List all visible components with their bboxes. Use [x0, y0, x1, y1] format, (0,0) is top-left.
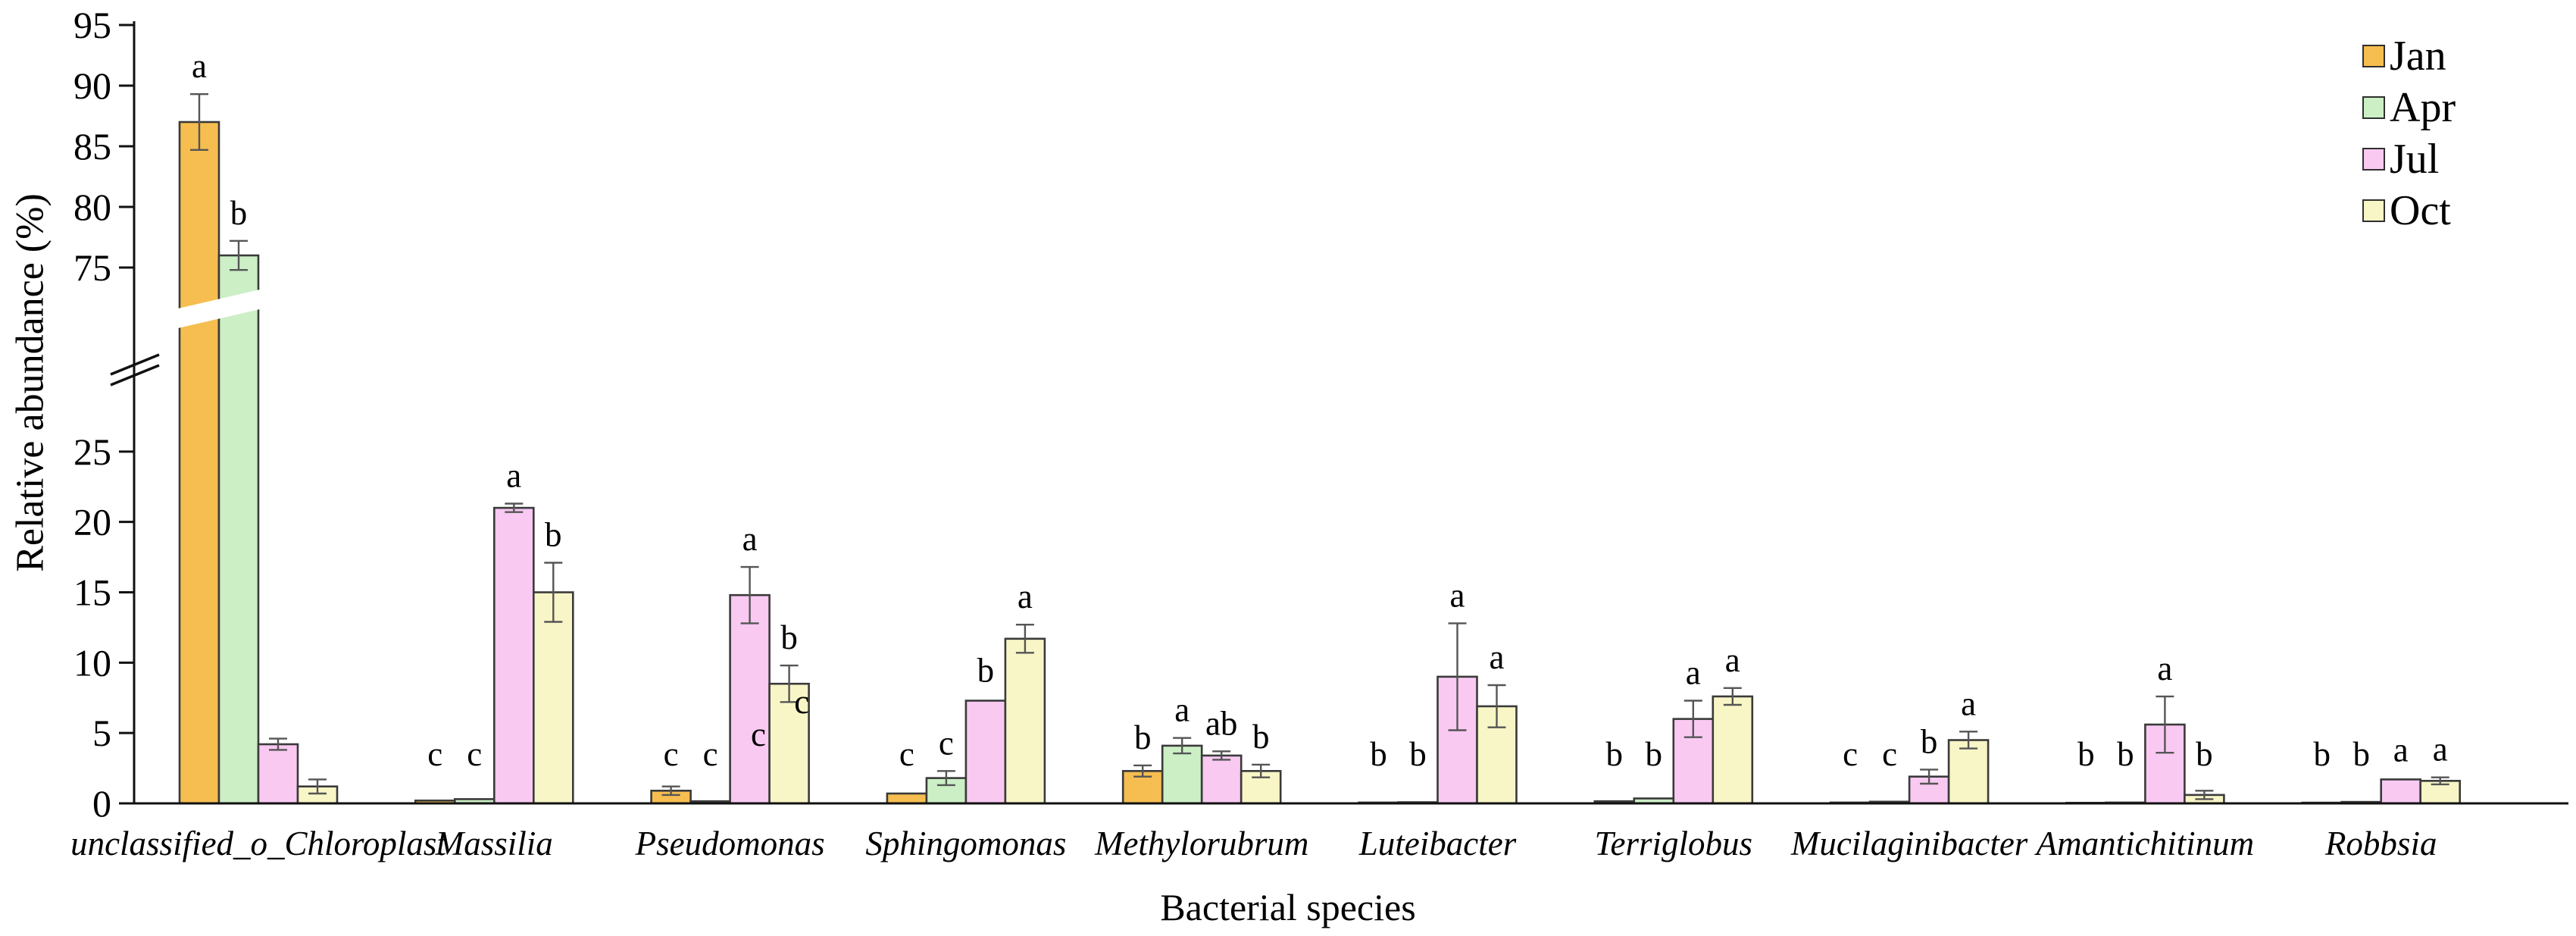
y-tick-label-25: 25	[73, 430, 111, 473]
sig-letter-Jan-Luteibacter: b	[1370, 735, 1387, 773]
bar-Oct-Mucilaginibacter	[1947, 739, 1990, 805]
bar-Jan-unclassified_o_Chloroplast	[178, 121, 220, 805]
sig-letter-Oct-Robbsia: a	[2433, 731, 2448, 769]
legend-item-jan: Jan	[2362, 30, 2456, 82]
legend-label-oct: Oct	[2390, 187, 2451, 234]
legend-swatch-apr	[2362, 96, 2385, 119]
sig-letter-Jan-unclassified_o_Chloroplast: a	[192, 47, 207, 85]
extra-sig-letter-1: c	[794, 683, 809, 721]
y-tick-label-90: 90	[73, 64, 111, 107]
sig-letter-Jul-Terriglobus: a	[1686, 654, 1701, 692]
sig-letter-Jan-Mucilaginibacter: c	[1843, 735, 1858, 773]
sig-letter-Apr-Methylorubrum: a	[1174, 691, 1190, 729]
sig-letter-Jan-Pseudomonas: c	[664, 735, 679, 773]
legend-label-jul: Jul	[2390, 136, 2440, 183]
bar-Jan-Sphingomonas	[886, 792, 928, 805]
axis-break-icon	[110, 364, 160, 387]
bar-Jul-Methylorubrum	[1200, 754, 1243, 805]
sig-letter-Jan-Massilia: c	[427, 735, 442, 773]
bar-Jul-unclassified_o_Chloroplast	[257, 743, 299, 805]
x-category-label-Pseudomonas: Pseudomonas	[635, 825, 825, 862]
bar-Jul-Robbsia	[2380, 778, 2421, 805]
bar-Oct-Sphingomonas	[1004, 637, 1046, 805]
sig-letter-Jan-Robbsia: b	[2313, 735, 2331, 773]
sig-letter-Oct-Luteibacter: a	[1490, 638, 1505, 676]
x-category-label-Luteibacter: Luteibacter	[1358, 825, 1517, 862]
sig-letter-Apr-Terriglobus: b	[1646, 735, 1663, 773]
bar-Apr-Methylorubrum	[1161, 744, 1203, 805]
bar-Jul-Pseudomonas	[729, 593, 771, 805]
bar-Oct-Pseudomonas	[768, 682, 810, 805]
sig-letter-Apr-Mucilaginibacter: c	[1882, 735, 1897, 773]
legend-label-jan: Jan	[2390, 33, 2446, 80]
x-category-label-unclassified_o_Chloroplast: unclassified_o_Chloroplast	[70, 825, 447, 862]
bar-Jul-Massilia	[492, 506, 535, 805]
axis-break-icon	[110, 353, 160, 376]
sig-letter-Oct-Amantichitinum: b	[2196, 735, 2213, 773]
sig-letter-Jul-Luteibacter: a	[1450, 576, 1465, 614]
y-tick-label-20: 20	[73, 501, 111, 543]
y-tick-label-80: 80	[73, 186, 111, 228]
bar-Oct-Massilia	[532, 591, 574, 805]
y-tick-label-10: 10	[73, 641, 111, 684]
y-tick-label-5: 5	[92, 712, 111, 754]
x-category-label-Terriglobus: Terriglobus	[1595, 825, 1752, 862]
sig-letter-Jan-Sphingomonas: c	[899, 735, 914, 773]
bar-Jul-Sphingomonas	[964, 700, 1007, 805]
sig-letter-Jan-Amantichitinum: b	[2077, 735, 2095, 773]
extra-sig-letter-0: c	[751, 715, 766, 753]
legend-swatch-oct	[2362, 199, 2385, 222]
sig-letter-Jan-Terriglobus: b	[1606, 735, 1624, 773]
y-tick-label-15: 15	[73, 571, 111, 614]
axis-break-band	[168, 287, 270, 330]
sig-letter-Apr-Amantichitinum: b	[2117, 735, 2134, 773]
sig-letter-Jul-Pseudomonas: a	[742, 520, 758, 558]
sig-letter-Apr-Sphingomonas: c	[939, 724, 954, 762]
sig-letter-Jul-Massilia: a	[506, 457, 521, 495]
sig-letter-Apr-Robbsia: b	[2352, 735, 2370, 773]
sig-letter-Oct-Terriglobus: a	[1725, 641, 1740, 679]
x-category-label-Amantichitinum: Amantichitinum	[2034, 825, 2254, 862]
sig-letter-Jul-Sphingomonas: b	[977, 652, 995, 690]
sig-letter-Apr-Luteibacter: b	[1409, 735, 1427, 773]
y-tick-label-85: 85	[73, 125, 111, 167]
sig-letter-Oct-Sphingomonas: a	[1018, 578, 1033, 615]
sig-letter-Apr-Massilia: c	[467, 735, 482, 773]
x-category-label-Sphingomonas: Sphingomonas	[865, 825, 1066, 862]
legend-item-apr: Apr	[2362, 82, 2456, 133]
legend-item-oct: Oct	[2362, 185, 2456, 236]
legend-swatch-jul	[2362, 148, 2385, 171]
sig-letter-Apr-unclassified_o_Chloroplast: b	[230, 194, 248, 232]
bar-Apr-unclassified_o_Chloroplast	[217, 254, 260, 805]
sig-letter-Apr-Pseudomonas: c	[703, 735, 718, 773]
sig-letter-Oct-Mucilaginibacter: a	[1961, 684, 1976, 722]
x-axis-title: Bacterial species	[1160, 886, 1416, 928]
legend-item-jul: Jul	[2362, 133, 2456, 185]
y-tick-label-75: 75	[73, 246, 111, 289]
x-category-label-Methylorubrum: Methylorubrum	[1094, 825, 1308, 862]
sig-letter-Jul-Methylorubrum: ab	[1205, 704, 1237, 742]
y-tick-label-95: 95	[73, 4, 111, 46]
legend-swatch-jan	[2362, 45, 2385, 67]
y-axis-title: Relative abundance (%)	[8, 193, 52, 572]
x-category-label-Mucilaginibacter: Mucilaginibacter	[1790, 825, 2028, 862]
legend-label-apr: Apr	[2390, 84, 2456, 131]
sig-letter-Jan-Methylorubrum: b	[1134, 718, 1152, 756]
sig-letter-Oct-Methylorubrum: b	[1252, 718, 1270, 756]
x-category-label-Robbsia: Robbsia	[2324, 825, 2437, 862]
sig-letter-Jul-Amantichitinum: a	[2157, 650, 2172, 687]
bar-Oct-Terriglobus	[1712, 695, 1754, 805]
sig-letter-Jul-Mucilaginibacter: b	[1921, 722, 1938, 760]
sig-letter-Oct-Pseudomonas: b	[780, 618, 798, 656]
x-category-label-Massilia: Massilia	[435, 825, 553, 862]
y-tick-label-0: 0	[92, 782, 111, 825]
legend: Jan Apr Jul Oct	[2362, 30, 2456, 236]
sig-letter-Jul-Robbsia: a	[2393, 731, 2409, 769]
sig-letter-Oct-Massilia: b	[545, 516, 562, 554]
